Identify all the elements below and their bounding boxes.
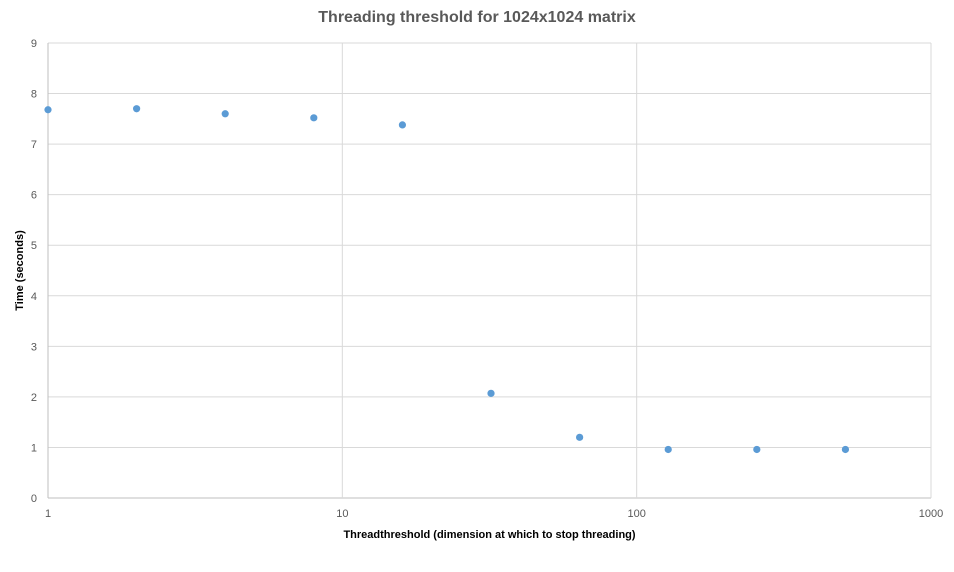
data-point (221, 110, 229, 118)
data-points (44, 105, 850, 454)
y-tick-label: 6 (31, 190, 37, 202)
y-tick-label: 8 (31, 89, 37, 101)
data-point (133, 105, 141, 113)
data-point (310, 114, 318, 122)
data-point (753, 445, 761, 454)
y-tick-label: 4 (31, 291, 37, 303)
y-tick-label: 5 (31, 240, 37, 252)
y-tick-label: 0 (31, 493, 37, 505)
data-point (664, 445, 672, 454)
data-point (841, 445, 850, 454)
x-tick-label: 1 (45, 508, 51, 520)
x-tick-label: 100 (627, 508, 645, 520)
data-point (398, 121, 407, 129)
y-tick-label: 1 (31, 442, 37, 454)
data-point (576, 433, 584, 441)
x-tick-label: 1000 (919, 508, 943, 520)
y-tick-label: 7 (31, 139, 37, 151)
chart-title: Threading threshold for 1024x1024 matrix (318, 9, 636, 26)
grid-lines (47, 42, 932, 499)
y-tick-label: 3 (31, 341, 37, 353)
data-point (487, 389, 495, 397)
x-axis-title: Threadthreshold (dimension at which to s… (343, 529, 635, 541)
data-point (44, 106, 52, 114)
y-tick-label: 2 (31, 392, 37, 404)
y-tick-label: 9 (31, 38, 37, 50)
x-tick-label: 10 (336, 508, 348, 520)
y-axis-title: Time (seconds) (14, 230, 26, 311)
